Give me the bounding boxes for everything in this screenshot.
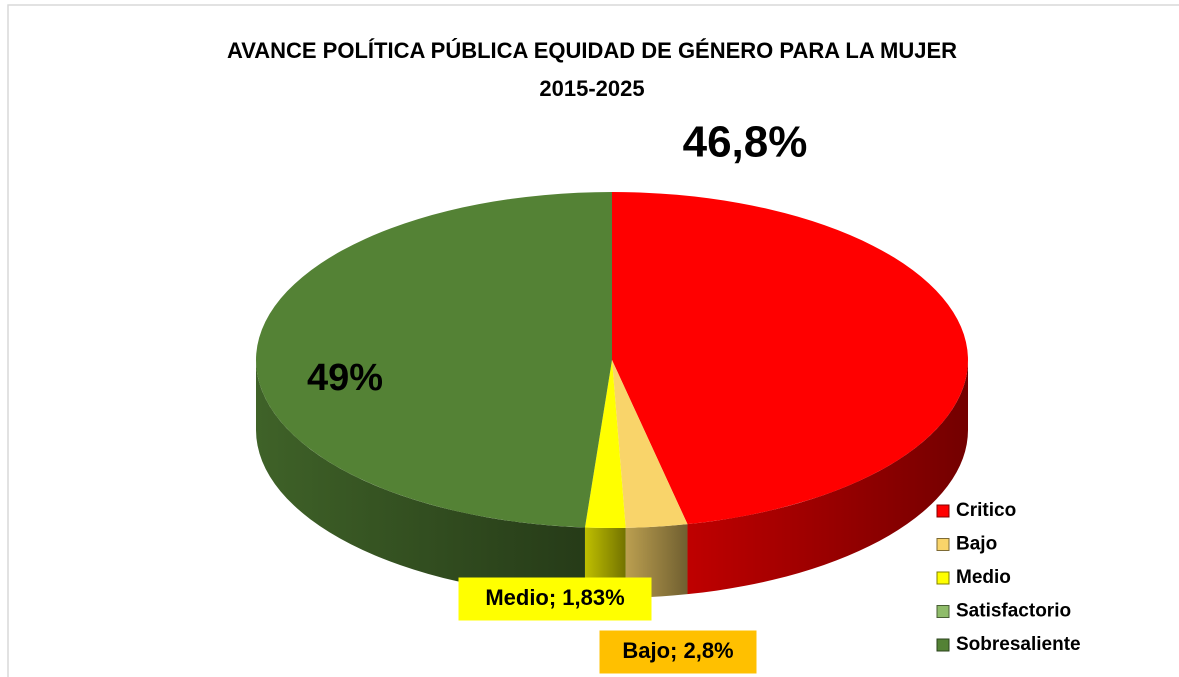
legend-swatch: [936, 538, 950, 551]
data-label: Medio; 1,83%: [485, 585, 624, 610]
data-label: 46,8%: [683, 118, 808, 167]
slice: [612, 360, 688, 528]
slice: [612, 192, 968, 525]
label-box: [458, 577, 652, 621]
legend-label: Satisfactorio: [956, 601, 1071, 622]
data-label: Bajo; 2,8%: [622, 638, 733, 663]
chart-subtitle: 2015-2025: [539, 76, 644, 101]
slice: [584, 360, 626, 528]
legend-swatch: [936, 504, 950, 518]
legend-label: Critico: [956, 500, 1016, 521]
slice: [255, 192, 612, 528]
legend-label: Sobresaliente: [956, 634, 1081, 655]
label-box: [599, 630, 757, 674]
chart-title: AVANCE POLÍTICA PÚBLICA EQUIDAD DE GÉNER…: [227, 38, 957, 63]
legend-swatch: [936, 605, 950, 618]
slice-side: [256, 360, 585, 598]
legend-swatch: [936, 638, 950, 652]
legend-swatch: [936, 571, 950, 585]
data-label: 49%: [307, 357, 383, 399]
slice-side: [687, 360, 968, 595]
legend-label: Bajo: [956, 534, 997, 555]
legend-label: Medio: [956, 567, 1011, 588]
